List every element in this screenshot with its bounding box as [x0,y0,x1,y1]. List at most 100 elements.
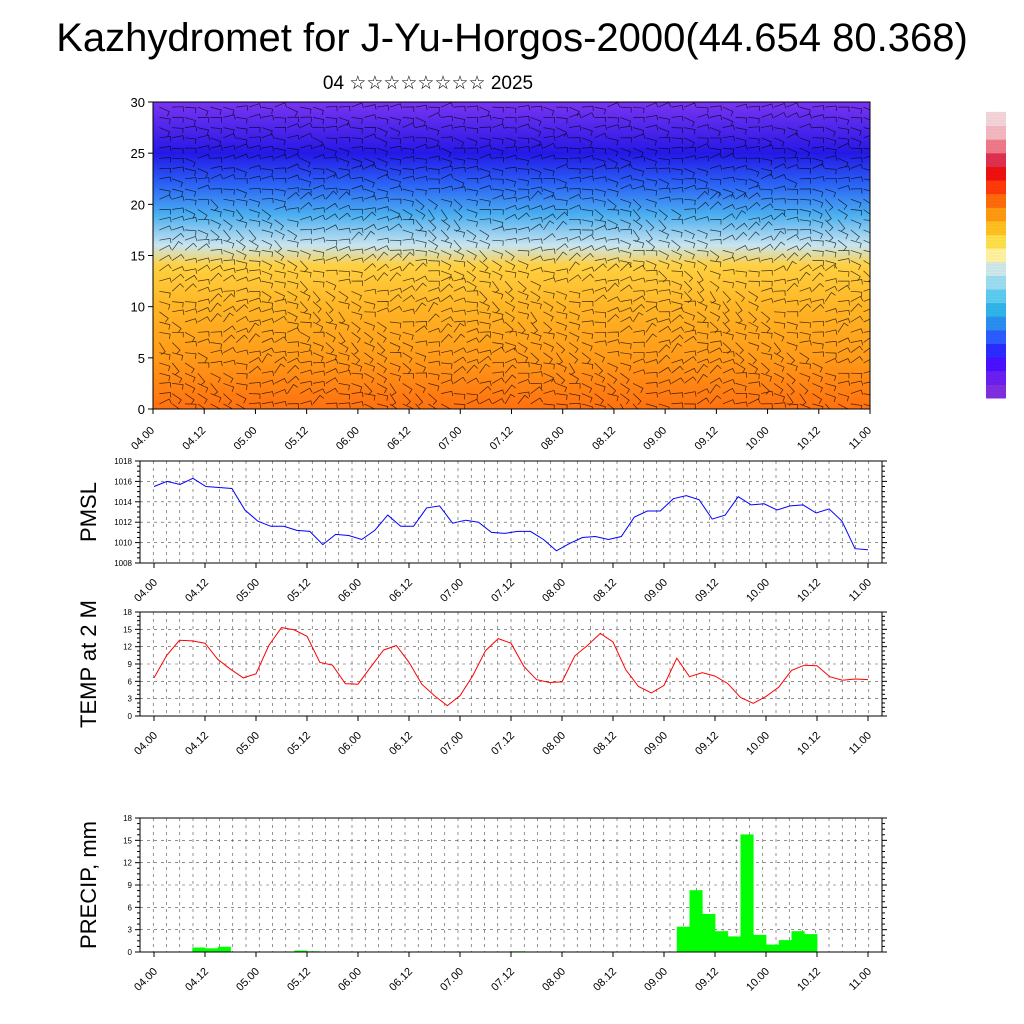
wind-barb [479,106,490,117]
wind-barb [274,280,286,289]
wind-barb [824,219,834,232]
wind-barb [159,244,172,251]
wind-barb [236,349,249,355]
wind-barb [620,228,632,235]
wind-barb [748,231,760,241]
wind-barb [620,117,632,127]
wind-barb [517,157,530,166]
wind-barb [569,125,582,131]
wind-barb [466,364,479,374]
wind-barb [735,178,747,186]
wind-barb [722,311,730,324]
wind-barb [671,334,684,343]
wind-barb [415,258,428,265]
wind-barb [325,342,335,354]
wind-barb [402,168,414,175]
wind-barb [159,254,172,261]
wind-barb [658,250,669,261]
wind-barb [172,352,184,361]
y-tick-label: 25 [131,146,145,161]
wind-barb [773,265,787,272]
wind-barb [261,133,275,139]
wind-barb [799,252,812,261]
wind-barb [517,342,528,353]
wind-barb [568,342,579,354]
wind-barb [568,193,582,200]
wind-barb [837,157,849,168]
wind-barb [428,219,437,232]
wind-barb [607,362,619,373]
wind-barb [850,339,863,346]
wind-barb [722,291,731,303]
wind-barb [594,393,604,405]
wind-barb [402,285,415,292]
wind-barb [172,166,185,172]
wind-barb [863,318,870,323]
wind-barb [799,271,811,282]
wind-barb [594,362,604,375]
wind-barb [812,383,823,393]
wind-barb [159,372,171,381]
wind-barb [517,361,530,368]
wind-barb [274,350,287,357]
wind-barb [492,106,504,113]
wind-barb [799,352,810,364]
wind-barb [684,367,697,374]
wind-barb [466,337,480,343]
wind-barb [684,311,696,321]
wind-barb [440,219,451,231]
wind-barb [261,127,273,136]
wind-barb [517,280,527,293]
wind-barb [850,389,864,396]
wind-barb [722,204,736,210]
wind-barb [504,250,515,261]
wind-barb [556,220,568,231]
y-tick-label: 9 [128,881,133,890]
wind-barb [556,237,569,243]
wind-barb [312,394,325,405]
wind-barb [440,403,452,409]
wind-barb [863,155,870,159]
wind-barb [594,321,607,328]
wind-barb [159,392,172,398]
wind-barb [453,356,467,364]
wind-barb [530,255,544,261]
x-tick-label: 05.00 [234,730,262,758]
wind-barb [786,216,800,222]
wind-barb [402,342,414,352]
data-line [153,627,869,707]
wind-barb [620,157,632,167]
wind-barb [594,331,607,338]
wind-barb [364,230,376,241]
wind-barb [325,213,339,220]
wind-barb [761,125,774,131]
wind-barb [735,137,747,146]
wind-barb [837,137,850,145]
wind-barb [440,209,448,222]
wind-barb [466,157,478,165]
wind-barb [172,372,183,384]
x-tick-label: 10.00 [744,730,772,758]
wind-barb [760,311,771,323]
wind-barb [837,309,850,316]
wind-barb [402,262,414,272]
wind-barb [773,372,785,383]
wind-barb [709,340,722,346]
wind-barb [569,301,581,308]
wind-barb [402,175,415,181]
x-tick-label: 11.00 [847,577,874,604]
wind-barb [338,393,350,400]
wind-barb [287,357,300,364]
wind-barb [812,298,825,305]
wind-barb [338,122,352,129]
wind-barb [556,198,568,206]
wind-barb [773,112,787,118]
wind-barb [197,257,211,263]
wind-barb [184,274,198,282]
wind-barb [825,177,837,184]
wind-barb [287,260,298,271]
wind-barb [671,280,683,291]
wind-barb [530,186,543,192]
wind-barb [850,328,864,334]
